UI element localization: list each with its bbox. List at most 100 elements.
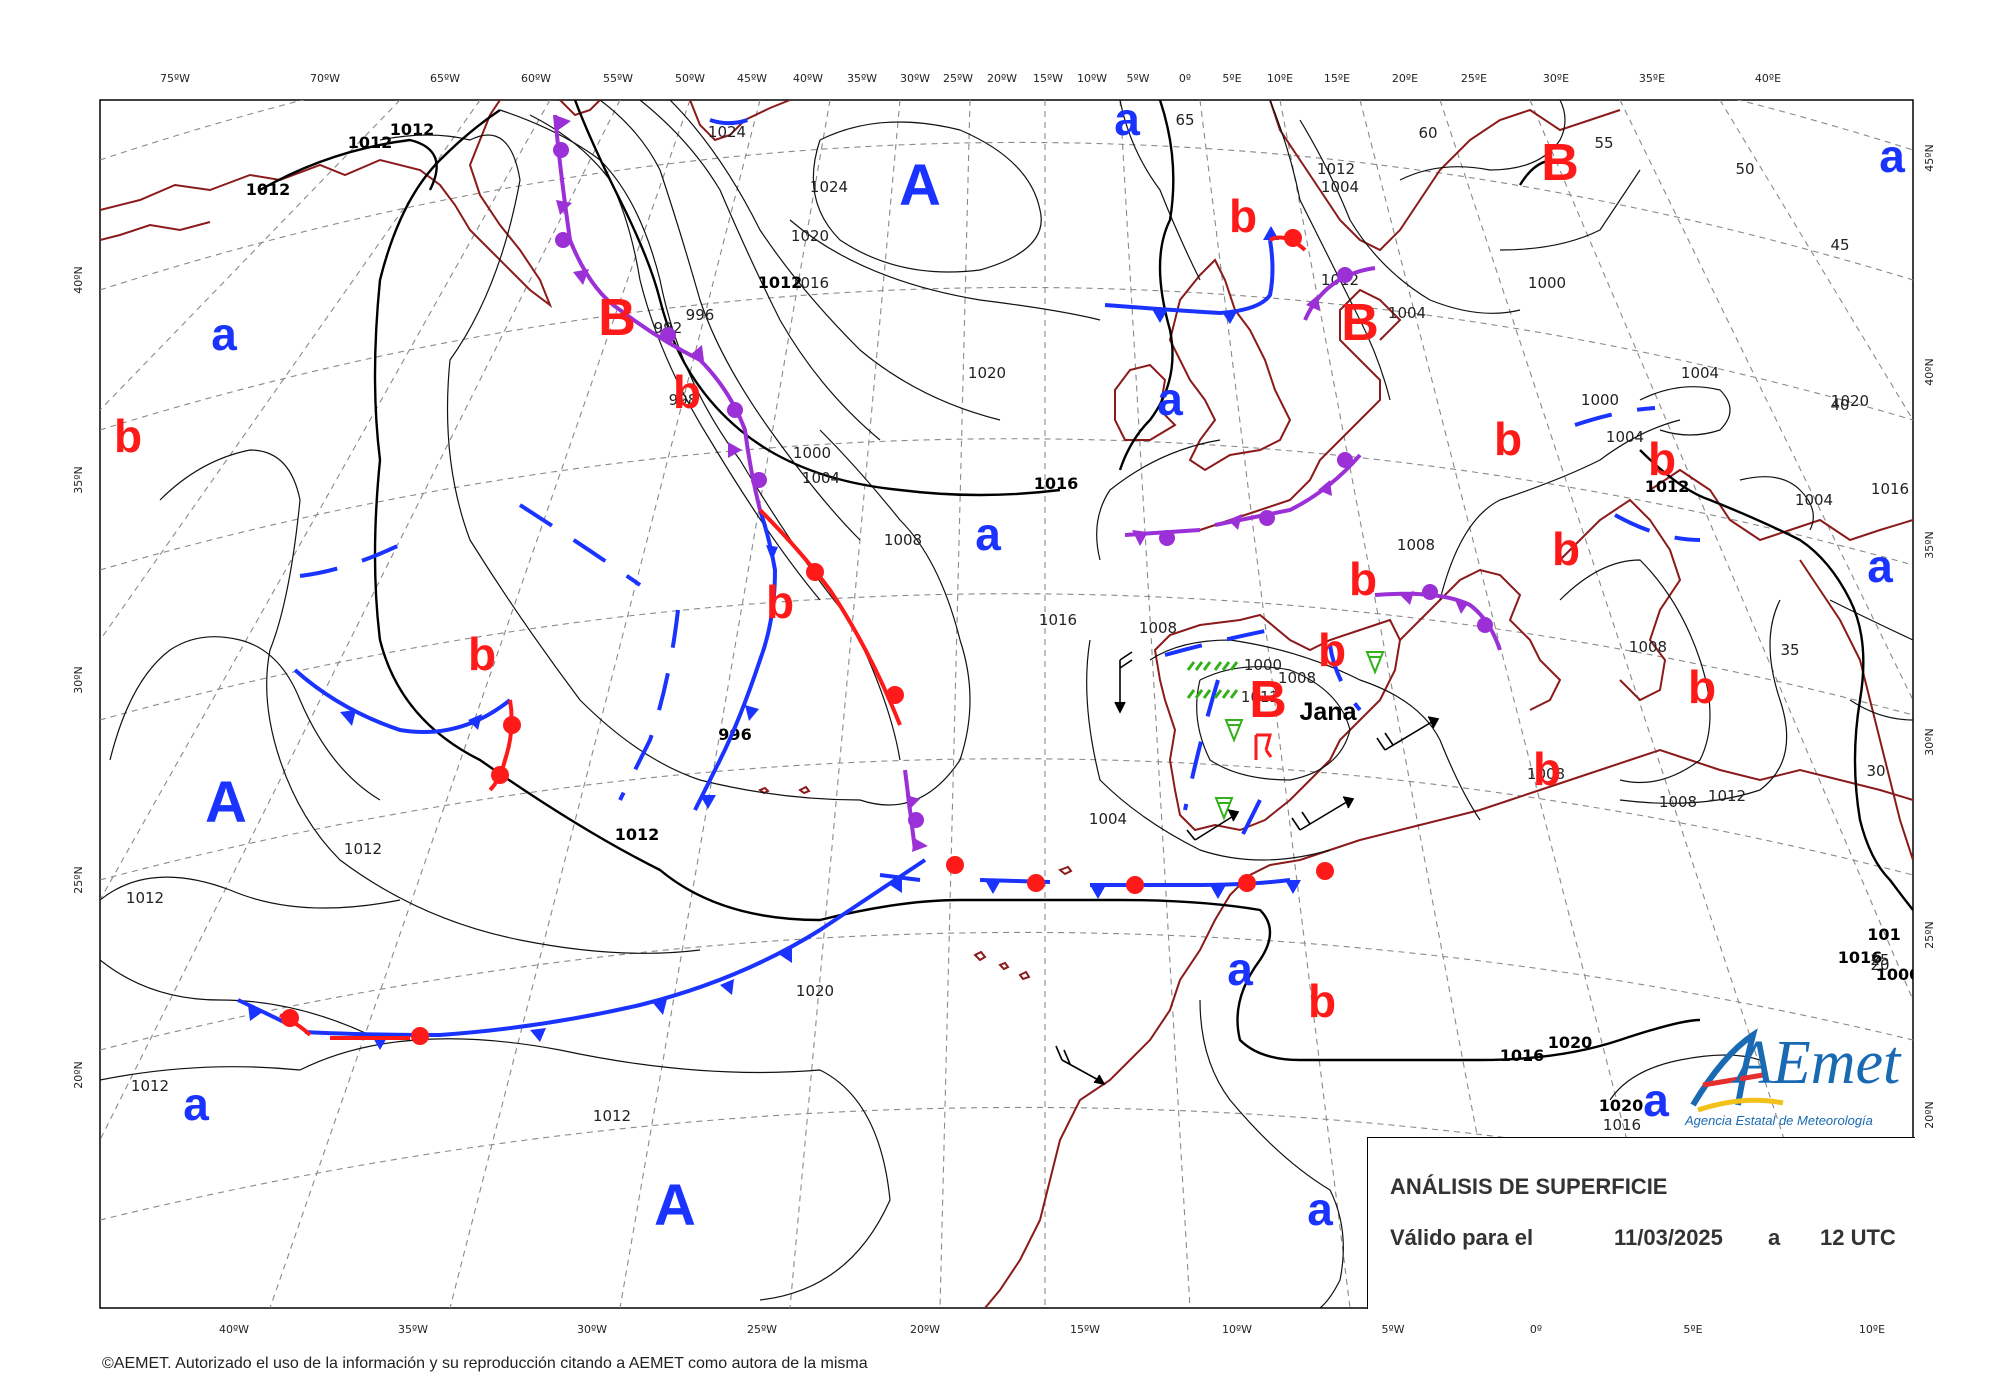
isobar-value-label: 1024 [708, 123, 746, 141]
azores-islands [757, 785, 811, 795]
isobar-value-label: 998 [669, 391, 698, 409]
occluded-front-line [1303, 266, 1376, 321]
isobar-line [100, 959, 381, 1041]
latitude-label: 45ºN [1923, 144, 1936, 171]
isobar-line [100, 876, 401, 909]
longitude-label: 30ºE [1543, 72, 1569, 85]
isobar-value-label: 1004 [1795, 491, 1833, 509]
balkan-coast [1649, 468, 1913, 542]
isobar-value-label: 1000 [1581, 391, 1619, 409]
occluded-front-line [1124, 453, 1362, 537]
scandinavia-coast [1269, 100, 1621, 252]
relative-low-center: b [1533, 743, 1561, 795]
troughs [299, 106, 1701, 841]
isobar-line [1559, 559, 1711, 783]
relative-low-center: b [1552, 523, 1580, 575]
longitude-label: 30ºW [900, 72, 930, 85]
north-america-coast [100, 221, 211, 241]
semicircle-symbol [1159, 530, 1175, 546]
iceland-coast [559, 100, 601, 117]
semicircle-symbol [491, 766, 509, 784]
occluded-front-symbols [1306, 267, 1353, 311]
parallel-line [100, 593, 1913, 721]
parallel-value-label: 25 [1870, 951, 1889, 969]
occluded-front-symbols [906, 795, 928, 852]
parallel-line [100, 286, 1913, 431]
isobar-line [100, 1066, 301, 1081]
relative-high-center: a [183, 1078, 209, 1130]
isobar-value-label: 1016 [1039, 611, 1077, 629]
longitude-label: 70ºW [310, 72, 340, 85]
storm-name-label: Jana [1300, 698, 1358, 726]
semicircle-symbol [1337, 452, 1353, 468]
isobar-line [1499, 169, 1641, 251]
isobar-value-label: 1008 [1629, 638, 1667, 656]
occluded-front-symbols [553, 115, 767, 488]
isobar-value-label: 1020 [796, 982, 834, 1000]
semicircle-symbol [1316, 862, 1334, 880]
wind-barb-arrow [1342, 796, 1355, 809]
isobar-value-label: 1004 [1388, 304, 1426, 322]
meridian-line [100, 100, 621, 1141]
triangle-symbol [1222, 310, 1238, 324]
isobar-value-label: 1008 [1278, 669, 1316, 687]
high-pressure-center: A [654, 1173, 696, 1238]
semicircle-symbol [1284, 229, 1302, 247]
latitude-label: 35ºN [1923, 531, 1936, 558]
longitude-label: 25ºE [1461, 72, 1487, 85]
info-box: ANÁLISIS DE SUPERFICIE Válido para el 11… [1367, 1137, 1915, 1309]
isobar-value-label: 101 [1867, 925, 1900, 944]
longitude-label: 15ºW [1070, 1323, 1100, 1336]
meridian-line [269, 100, 691, 1308]
meridian-line [1119, 100, 1191, 1308]
longitude-label: 35ºW [847, 72, 877, 85]
isobar-value-label: 1004 [1321, 178, 1359, 196]
triangle-symbol [745, 705, 759, 721]
isobar-1012-line [373, 109, 1701, 1062]
trough-line [1164, 628, 1271, 841]
aemet-logo: AEmet Agencia Estatal de Meteorología [1684, 1028, 1902, 1128]
isobar-line [299, 1038, 891, 1301]
semicircle-symbol [660, 327, 676, 343]
semicircle-symbol [886, 686, 904, 704]
parallel-value-label: 65 [1175, 111, 1194, 129]
relative-low-center: b [1318, 624, 1346, 676]
stationary-front-symbols [946, 856, 1334, 894]
isobar-line [109, 636, 381, 801]
semicircle-symbol [411, 1027, 429, 1045]
parallel-line [100, 438, 1913, 571]
triangle-symbol [728, 442, 742, 458]
isobar-value-label: 1012 [1708, 787, 1746, 805]
semicircle-symbol [1337, 267, 1353, 283]
isobar-value-label: 1008 [884, 531, 922, 549]
semicircle-symbol [1027, 874, 1045, 892]
trough-line [518, 503, 642, 587]
triangle-symbol [766, 545, 778, 561]
bottom-longitude-labels: 40ºW 35ºW 30ºW 25ºW 20ºW 15ºW 10ºW 5ºW 0º 5ºE 10ºE [219, 1323, 1885, 1336]
triangle-symbol [653, 999, 667, 1015]
europe-coast [1199, 288, 1402, 531]
longitude-label: 35ºE [1639, 72, 1665, 85]
longitude-label: 15ºW [1033, 72, 1063, 85]
isobar-value-label: 996 [686, 306, 715, 324]
weather-symbols [1186, 651, 1385, 821]
meridian-line [100, 100, 551, 901]
parallel-value-label: 55 [1594, 134, 1613, 152]
triangle-symbol [556, 200, 572, 215]
longitude-label: 5ºE [1222, 72, 1241, 85]
relative-high-center: a [1879, 130, 1905, 182]
map-title: ANÁLISIS DE SUPERFICIE [1390, 1174, 1668, 1199]
relative-low-center: b [1494, 413, 1522, 465]
north-america-coast [100, 100, 553, 308]
valid-label: Válido para el [1390, 1225, 1534, 1250]
longitude-label: 30ºW [577, 1323, 607, 1336]
semicircle-symbol [727, 402, 743, 418]
isobar-value-label: 1020 [1599, 1096, 1644, 1115]
madeira-island [1058, 865, 1073, 876]
isobar-value-label: 1012 [758, 273, 803, 292]
occluded-front-symbols [1400, 584, 1493, 633]
meridian-line [939, 100, 971, 1308]
logo-swoosh [1697, 1097, 1784, 1113]
triangle-symbol [1306, 295, 1320, 311]
isobar-line [1829, 599, 1913, 641]
